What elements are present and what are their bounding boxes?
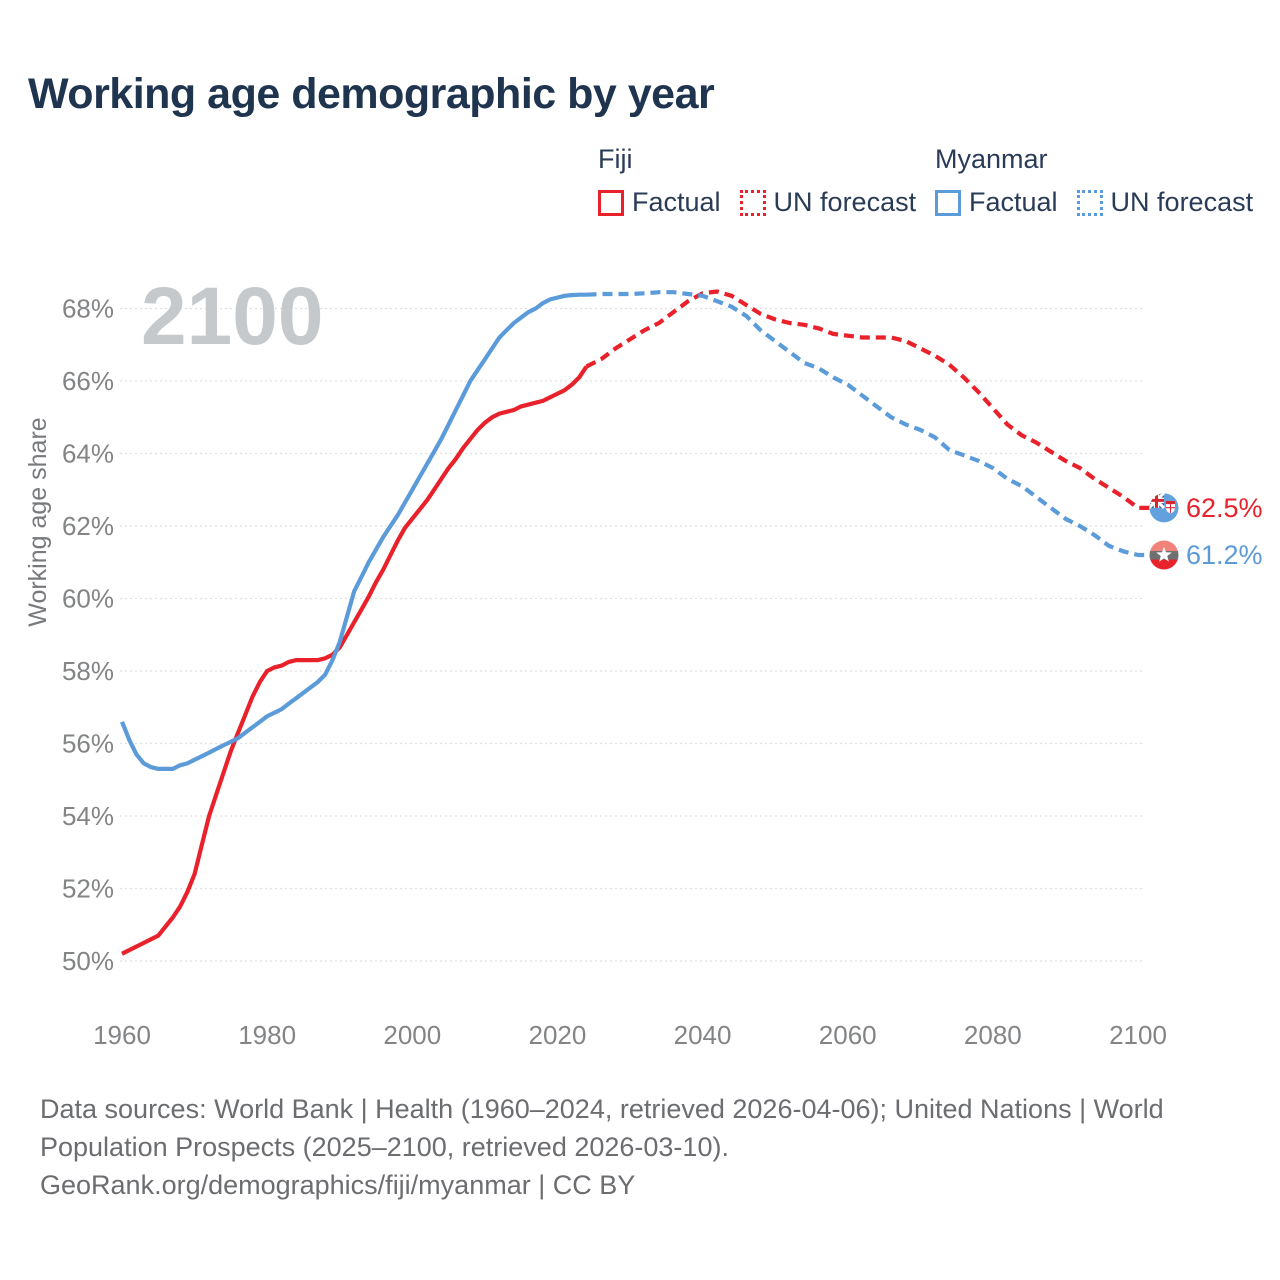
legend-country-fiji: Fiji [598,144,633,174]
x-tick-label: 2100 [1109,1020,1167,1050]
page-title: Working age demographic by year [28,70,715,118]
series-myanmar-un-forecast [586,290,1151,558]
legend-group-fiji: Fiji Factual UN forecast [598,144,935,218]
myanmar-factual-swatch-icon [935,189,961,216]
series-fiji-un-forecast [585,289,1151,510]
footer-line-3: GeoRank.org/demographics/fiji/myanmar | … [40,1170,636,1200]
fiji-forecast-swatch-icon [739,189,766,216]
y-tick-label: 50% [62,946,114,976]
y-tick-label: 54% [62,801,114,831]
y-tick-label: 66% [62,366,114,396]
x-tick-label: 1960 [93,1020,151,1050]
x-tick-label: 2020 [529,1020,587,1050]
footer-line-2: Population Prospects (2025–2100, retriev… [40,1132,729,1162]
chart-watermark: 2100 [141,271,323,362]
y-axis-tick-labels: 50% 52% 54% 56% 58% 60% 62% 64% 66% 68% [62,294,114,977]
x-tick-label: 1980 [238,1020,296,1050]
x-tick-label: 2060 [819,1020,877,1050]
myanmar-flag-icon [1149,540,1179,570]
series-lines [120,289,1151,956]
x-tick-label: 2000 [383,1020,441,1050]
y-tick-label: 52% [62,874,114,904]
legend-item-myanmar-forecast: UN forecast [1076,187,1254,218]
gridlines [120,307,1143,962]
y-tick-label: 56% [62,729,114,759]
legend-item-fiji-forecast: UN forecast [739,187,917,218]
y-tick-label: 62% [62,511,114,541]
y-axis-title: Working age share [24,417,52,626]
footer-line-1: Data sources: World Bank | Health (1960–… [40,1094,1164,1124]
data-sources-footer: Data sources: World Bank | Health (1960–… [40,1090,1240,1204]
legend-label: UN forecast [1110,187,1254,217]
series-fiji-factual [121,365,589,956]
legend-label: UN forecast [773,187,917,217]
y-tick-label: 58% [62,656,114,686]
x-tick-label: 2040 [674,1020,732,1050]
y-tick-label: 64% [62,439,114,469]
fiji-factual-swatch-icon [598,189,624,216]
x-axis-tick-labels: 1960 1980 2000 2020 2040 2060 2080 2100 [93,1020,1167,1050]
series-myanmar-factual [120,292,587,771]
end-labels: 62.5% 61.2% [1149,493,1263,570]
x-tick-label: 2080 [964,1020,1022,1050]
legend-country-myanmar: Myanmar [935,144,1048,174]
end-value-label-fiji: 62.5% [1186,493,1263,523]
legend-label: Factual [969,187,1058,217]
y-tick-label: 68% [62,294,114,324]
legend-group-myanmar: Myanmar Factual UN forecast [935,144,1272,218]
myanmar-forecast-swatch-icon [1076,189,1103,216]
fiji-flag-icon [1149,493,1179,523]
legend-item-myanmar-factual: Factual [935,187,1058,218]
legend-label: Factual [632,187,721,217]
legend-item-fiji-factual: Factual [598,187,721,218]
y-tick-label: 60% [62,584,114,614]
end-value-label-myanmar: 61.2% [1186,540,1263,570]
